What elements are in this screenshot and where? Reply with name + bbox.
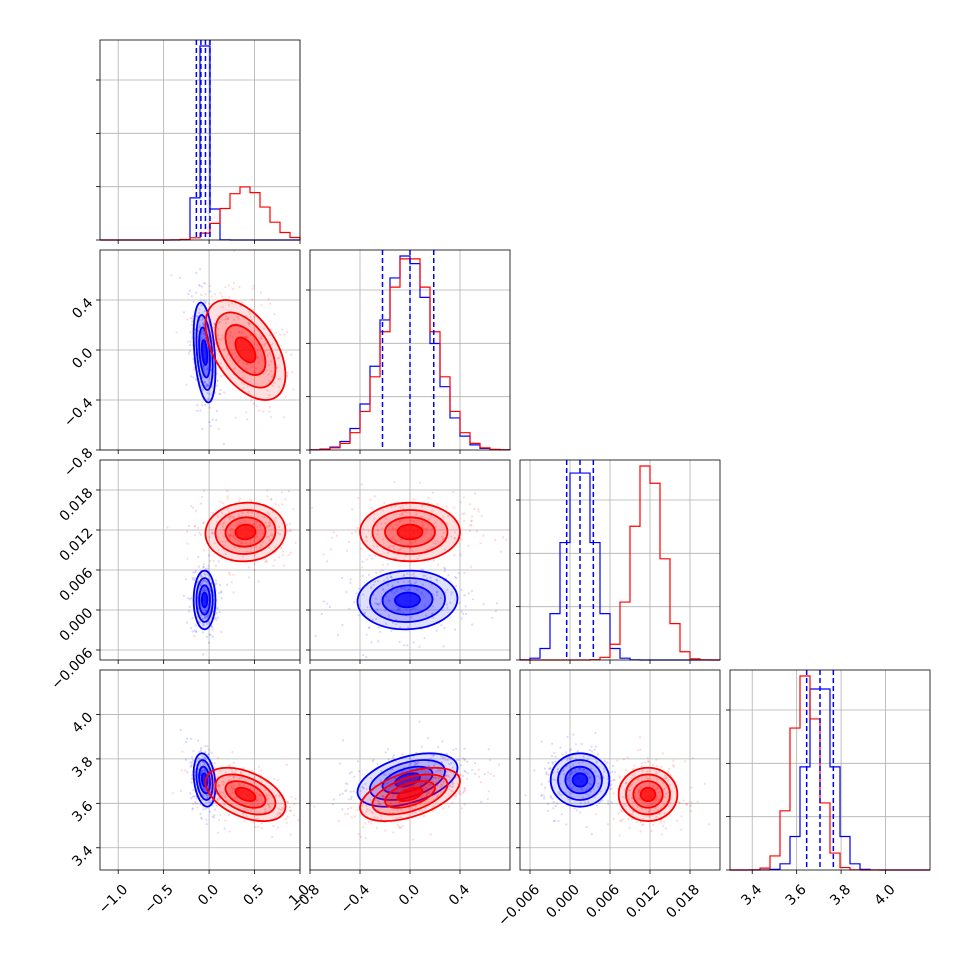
hist-panel-0: [96, 39, 301, 241]
scatter-panel-2-0: [99, 459, 301, 661]
y-tick-label-2-1: 0.000: [57, 605, 97, 645]
contour-s1-0: [396, 786, 424, 803]
scatter-panel-3-0: [99, 669, 301, 871]
x-tick-label-1-0: −0.8: [288, 882, 323, 917]
x-tick-label-2-2: 0.006: [583, 882, 623, 922]
hist-frame-2: [519, 459, 721, 661]
y-tick-label-1-1: −0.4: [61, 395, 96, 430]
contour-s1-3: [359, 501, 461, 563]
contour-s1-3: [204, 766, 287, 823]
y-tick-label-3-3: 4.0: [69, 709, 96, 736]
density-fill-s1-3: [235, 524, 256, 540]
contour-s0-1: [564, 765, 596, 795]
hist-frame-3: [729, 669, 931, 871]
contour-s1-3: [617, 766, 679, 823]
contour-s0-1: [198, 584, 211, 616]
contour-s0-0: [571, 772, 589, 788]
hist-frame-0: [99, 39, 301, 241]
scatter-panel-3-1: [309, 669, 511, 871]
hist-panel-1: [306, 249, 511, 451]
scatter-panel-2-1: [309, 459, 511, 661]
contour-s1-1: [224, 324, 267, 376]
contour-s0-3: [192, 752, 217, 808]
contour-s1-2: [371, 773, 449, 816]
contour-s0-1: [381, 584, 434, 616]
contour-s1-0: [234, 523, 257, 541]
contour-s0-3: [356, 752, 459, 808]
y-tick-label-2-0: −0.006: [48, 645, 96, 693]
scatter-panel-3-2: [519, 669, 721, 871]
x-tick-label-0-0: −1.0: [96, 882, 131, 917]
y-axis-1: −0.8 −0.4 0.0 0.4: [61, 295, 100, 480]
contour-s1-3: [359, 766, 461, 823]
x-tick-label-1-2: 0.0: [396, 882, 423, 909]
x-tick-label-2-4: 0.018: [663, 882, 703, 922]
scatter-frame-3-0: [99, 669, 301, 871]
contour-s1-1: [384, 780, 436, 809]
contour-s1-1: [224, 516, 267, 548]
x-tick-label-3-3: 4.0: [872, 882, 899, 909]
x-tick-label-3-1: 3.6: [783, 882, 810, 909]
y-tick-label-3-0: 3.4: [69, 843, 96, 870]
contour-s1-0: [396, 523, 424, 541]
contour-s0-0: [394, 591, 421, 609]
density-fill-s1-3: [640, 787, 656, 802]
contour-s1-2: [214, 509, 277, 555]
density-fill-s0-3: [572, 773, 588, 787]
x-tick-label-0-1: −0.5: [141, 882, 176, 917]
scatter-frame-3-2: [519, 669, 721, 871]
contour-s0-0: [200, 591, 209, 609]
y-tick-label-3-1: 3.6: [69, 798, 96, 825]
density-fill-s1-3: [397, 524, 423, 540]
density-fill-s0-3: [201, 592, 208, 608]
y-tick-label-1-2: 0.0: [69, 345, 96, 372]
contour-s0-3: [192, 569, 217, 631]
contour-s1-1: [384, 516, 436, 548]
contour-s0-3: [356, 569, 459, 631]
contour-s1-2: [625, 773, 671, 816]
x-tick-label-2-1: 0.000: [543, 882, 583, 922]
x-tick-label-3-0: 3.4: [738, 882, 765, 909]
contour-s0-1: [198, 765, 211, 795]
contour-s1-0: [234, 786, 257, 803]
x-tick-label-2-0: −0.006: [495, 882, 543, 930]
y-tick-label-2-3: 0.012: [57, 525, 97, 565]
contour-s1-1: [632, 780, 664, 809]
contour-s0-2: [195, 577, 214, 623]
contour-s0-3: [549, 752, 611, 808]
y-tick-label-2-4: 0.018: [57, 485, 97, 525]
x-tick-label-2-3: 0.012: [623, 882, 663, 922]
contour-s1-2: [214, 311, 277, 389]
contour-s1-2: [214, 773, 277, 816]
scatter-frame-2-0: [99, 459, 301, 661]
contour-s0-2: [557, 759, 603, 801]
contour-s0-3: [192, 301, 217, 404]
contour-s0-2: [369, 577, 446, 623]
x-tick-label-0-3: 0.5: [241, 882, 268, 909]
hist-panel-2: [516, 459, 721, 661]
contour-s0-0: [200, 339, 209, 366]
contour-s1-1: [224, 780, 267, 809]
contour-s0-0: [394, 772, 421, 788]
x-tick-label-1-3: 0.4: [446, 882, 473, 909]
density-fill-s0-3: [395, 592, 421, 608]
contour-s1-3: [204, 501, 287, 563]
scatter-panel-1-0: [99, 249, 301, 451]
y-tick-label-3-2: 3.8: [69, 754, 96, 781]
y-tick-label-1-0: −0.8: [61, 445, 96, 480]
x-axis-3: 3.4 3.6 3.8 4.0: [738, 870, 899, 909]
x-tick-label-0-2: 0.0: [195, 882, 222, 909]
y-tick-label-1-3: 0.4: [69, 295, 96, 322]
hist-panel-3: [726, 669, 931, 871]
contour-s0-2: [195, 759, 214, 801]
contour-s1-0: [234, 336, 257, 364]
contour-s1-0: [639, 786, 657, 803]
x-tick-label-3-2: 3.8: [827, 882, 854, 909]
contour-s1-3: [204, 299, 287, 401]
x-tick-label-1-1: −0.4: [338, 882, 373, 917]
contour-s0-1: [198, 326, 211, 379]
contour-s1-2: [371, 509, 449, 555]
y-tick-label-2-2: 0.006: [57, 565, 97, 605]
